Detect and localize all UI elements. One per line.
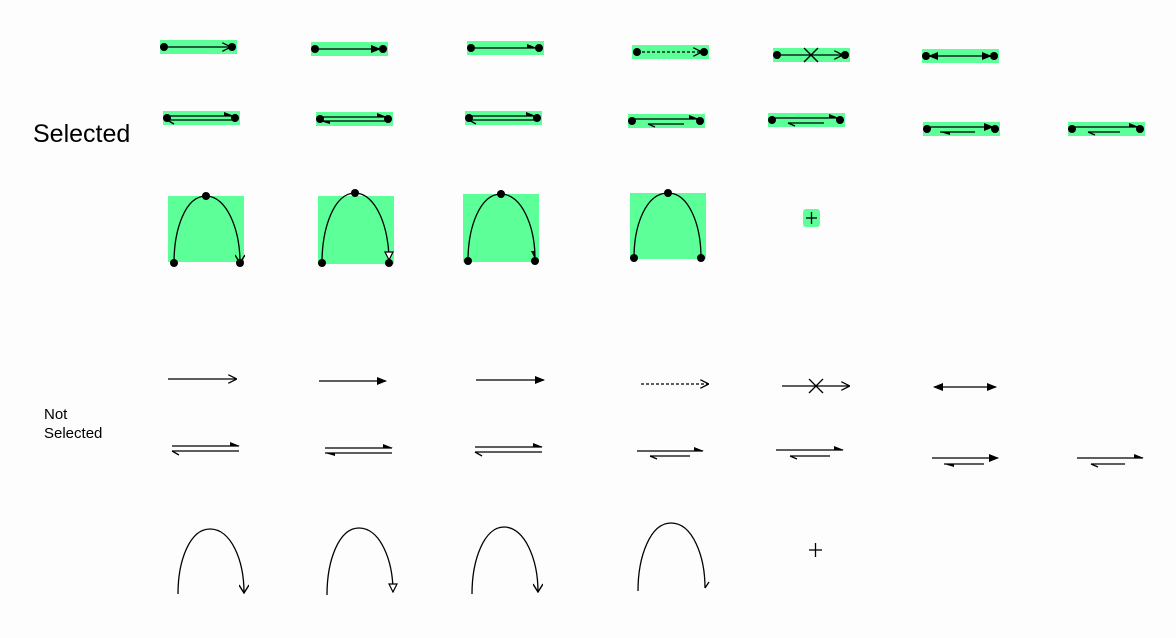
selected-arrow-single-filled[interactable] bbox=[311, 42, 388, 56]
not-selected-section bbox=[168, 378, 1144, 596]
selected-curved-arrow-half[interactable] bbox=[463, 190, 539, 265]
not-selected-equilibrium-unbalanced-4[interactable] bbox=[1077, 454, 1144, 468]
not-selected-equilibrium-half[interactable] bbox=[474, 443, 543, 457]
selected-plus-sign[interactable] bbox=[803, 209, 820, 227]
selected-section bbox=[160, 40, 1145, 267]
not-selected-equilibrium-open[interactable] bbox=[171, 442, 240, 456]
selected-equilibrium-unbalanced-1[interactable] bbox=[628, 114, 705, 128]
not-selected-curved-arrow-half[interactable] bbox=[471, 526, 538, 595]
selected-curved-arrow-hollow[interactable] bbox=[318, 189, 394, 267]
not-selected-heading: Not Selected bbox=[44, 405, 124, 443]
selected-arrow-dashed[interactable] bbox=[632, 45, 709, 59]
not-selected-line-2: Selected bbox=[44, 425, 103, 442]
not-selected-curved-arrow-plain[interactable] bbox=[637, 522, 710, 592]
selected-arrow-single-half[interactable] bbox=[467, 41, 544, 55]
selected-equilibrium-filled[interactable] bbox=[316, 112, 393, 126]
selected-equilibrium-unbalanced-4[interactable] bbox=[1068, 122, 1145, 136]
not-selected-equilibrium-filled[interactable] bbox=[325, 444, 393, 456]
selected-equilibrium-open[interactable] bbox=[163, 111, 240, 125]
not-selected-plus-sign[interactable] bbox=[809, 543, 822, 557]
not-selected-equilibrium-unbalanced-2[interactable] bbox=[776, 446, 844, 460]
not-selected-line-1: Not bbox=[44, 406, 68, 423]
selected-curved-arrow-plain[interactable] bbox=[630, 189, 706, 262]
selected-equilibrium-unbalanced-2[interactable] bbox=[768, 113, 845, 127]
selected-heading: Selected bbox=[33, 120, 131, 148]
not-selected-equilibrium-unbalanced-1[interactable] bbox=[637, 447, 704, 460]
selected-arrow-cross[interactable] bbox=[773, 47, 850, 63]
selected-curved-arrow-open[interactable] bbox=[168, 192, 244, 267]
selected-arrow-single-open[interactable] bbox=[160, 40, 237, 54]
not-selected-arrow-cross[interactable] bbox=[782, 378, 849, 394]
selected-equilibrium-half[interactable] bbox=[465, 111, 542, 125]
selected-arrow-double-headed[interactable] bbox=[922, 49, 999, 63]
not-selected-curved-arrow-open[interactable] bbox=[177, 528, 244, 595]
not-selected-curved-arrow-hollow[interactable] bbox=[326, 527, 393, 596]
selected-equilibrium-unbalanced-3[interactable] bbox=[923, 122, 1000, 136]
not-selected-equilibrium-unbalanced-3[interactable] bbox=[932, 454, 999, 467]
